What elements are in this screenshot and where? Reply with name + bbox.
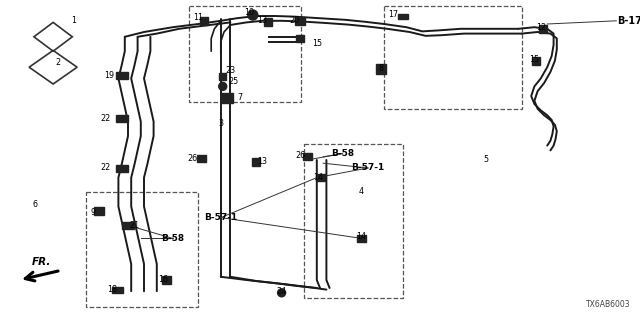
Text: B-58: B-58	[161, 234, 184, 243]
Bar	[252, 157, 260, 166]
Text: 12: 12	[536, 23, 546, 32]
Text: 26: 26	[296, 151, 306, 160]
Text: 4: 4	[359, 188, 364, 196]
Text: B-57-1: B-57-1	[204, 213, 237, 222]
Bar	[532, 57, 540, 65]
Bar	[116, 164, 127, 172]
Text: 11: 11	[193, 13, 204, 22]
Text: 13: 13	[257, 16, 268, 25]
Text: B-17-20: B-17-20	[618, 16, 640, 26]
Bar	[94, 207, 104, 215]
Bar	[296, 35, 303, 42]
Text: 22: 22	[100, 164, 111, 172]
Text: 18: 18	[107, 285, 117, 294]
Bar	[220, 73, 226, 80]
Bar	[304, 144, 403, 298]
Circle shape	[278, 289, 285, 297]
Text: 26: 26	[187, 154, 197, 163]
Text: 24: 24	[276, 287, 287, 296]
Text: 10: 10	[244, 8, 255, 17]
Bar	[86, 192, 198, 307]
Bar	[116, 115, 127, 122]
Text: 7: 7	[237, 93, 243, 102]
Text: 14: 14	[356, 232, 367, 241]
Text: 17: 17	[388, 10, 399, 19]
Text: TX6AB6003: TX6AB6003	[586, 300, 630, 309]
Bar	[357, 235, 366, 242]
Text: 23: 23	[225, 66, 236, 75]
Text: 14: 14	[313, 173, 323, 182]
Bar	[264, 18, 271, 26]
Bar	[162, 276, 171, 284]
Text: 16: 16	[158, 276, 168, 284]
Circle shape	[219, 82, 227, 90]
Bar	[398, 13, 408, 19]
Text: 19: 19	[104, 71, 114, 80]
Bar	[189, 6, 301, 102]
Bar	[200, 17, 207, 25]
Bar	[197, 155, 206, 162]
Text: 21: 21	[129, 221, 140, 230]
Text: 9: 9	[90, 208, 95, 217]
Text: FR.: FR.	[32, 257, 51, 267]
Bar	[294, 17, 305, 25]
Text: 6: 6	[33, 200, 38, 209]
Bar	[221, 92, 233, 103]
Bar	[539, 25, 547, 33]
Text: B-57-1: B-57-1	[351, 164, 385, 172]
Bar	[111, 287, 123, 292]
Text: 2: 2	[55, 58, 60, 67]
Circle shape	[248, 10, 258, 20]
Text: 15: 15	[529, 55, 540, 64]
Text: 25: 25	[228, 77, 239, 86]
Text: B-58: B-58	[331, 149, 354, 158]
Bar	[316, 174, 324, 181]
Text: 1: 1	[71, 16, 76, 25]
Bar	[376, 64, 386, 74]
Text: 3: 3	[218, 119, 223, 128]
Text: 20: 20	[289, 16, 300, 25]
Bar	[122, 222, 134, 229]
Text: 13: 13	[257, 157, 268, 166]
Text: 5: 5	[484, 156, 489, 164]
Text: 8: 8	[378, 64, 383, 73]
Bar	[116, 72, 127, 79]
Text: 22: 22	[100, 114, 111, 123]
Text: 15: 15	[312, 39, 322, 48]
Bar	[303, 153, 312, 160]
Bar	[384, 6, 522, 109]
